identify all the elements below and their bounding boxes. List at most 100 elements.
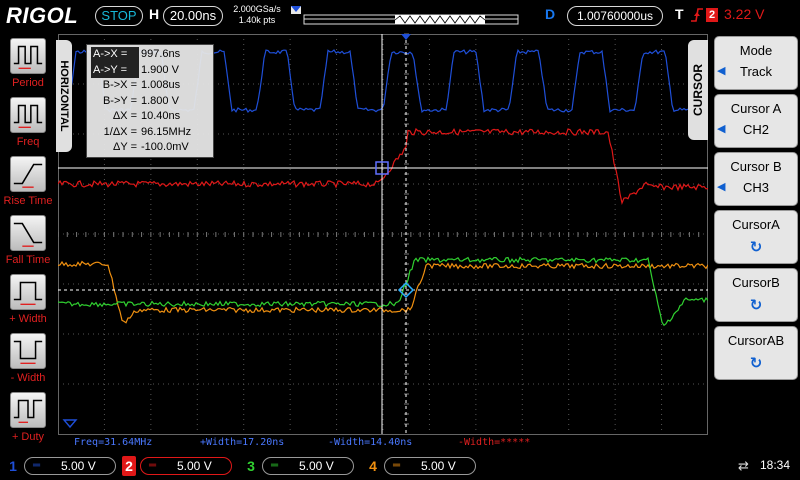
readout-ay-key: A->Y = (91, 62, 139, 78)
channel-3-scale-box: ═ 5.00 V (262, 457, 354, 475)
cursor-b-value: CH3 (742, 180, 769, 195)
cursor-menu: CURSOR Mode ◀ Track Cursor A ◀ CH2 Cursor … (688, 32, 800, 452)
readout-ay-value: 1.900 V (141, 63, 179, 76)
readout-inv-key: 1/ΔX = (103, 125, 137, 138)
channel-2-trace (58, 127, 708, 205)
measure-neg-width-button[interactable]: - Width (2, 331, 54, 387)
readout-row-by: B->Y = 1.800 V (91, 94, 209, 110)
cursor-a-value: CH2 (742, 122, 769, 137)
measure-pos-duty-button[interactable]: + Duty (2, 390, 54, 446)
memory-position-bar[interactable] (290, 4, 520, 26)
measure-freq-result: Freq=31.64MHz (74, 437, 153, 448)
measure-rise-time-label: Rise Time (3, 195, 53, 207)
cursor-mode-value-row: ◀ Track (715, 64, 797, 79)
sample-rate: 2.000GSa/s (233, 4, 281, 14)
readout-dy-key: ΔY = (113, 141, 137, 153)
trigger-label: T (675, 6, 684, 22)
cursor-ab-knob-button[interactable]: CursorAB ↻ (714, 326, 798, 380)
rotate-knob-icon: ↻ (749, 355, 763, 372)
dc-coupling-icon: ═ (271, 460, 279, 471)
horizontal-label: H (149, 6, 160, 22)
readout-dx-value: 10.40ns (141, 110, 181, 122)
waveform-display[interactable] (58, 32, 708, 452)
channel-3-number: 3 (247, 458, 255, 474)
cursor-tab-label: CURSOR (691, 64, 705, 117)
cursor-menu-tab[interactable]: CURSOR (688, 40, 708, 140)
measure-pos-duty-label: + Duty (11, 431, 45, 443)
cursor-a-title: Cursor A (730, 101, 782, 116)
frequency-icon (10, 97, 46, 133)
negative-width-icon (10, 333, 46, 369)
delay-label: D (545, 6, 556, 22)
cursor-b-title: Cursor B (730, 159, 782, 174)
channel-4-number: 4 (369, 458, 377, 474)
clock: 18:34 (760, 458, 791, 472)
cursor-mode-button[interactable]: Mode ◀ Track (714, 36, 798, 90)
rotate-knob-icon: ↻ (749, 239, 763, 256)
top-status-bar: RIGOL STOP H 20.00ns 2.000GSa/s 1.40k pt… (0, 0, 800, 32)
trigger-position-marker (401, 34, 411, 40)
period-icon (10, 38, 46, 74)
readout-row-ax: A->X = 997.6ns (91, 47, 209, 63)
rise-time-icon (10, 156, 46, 192)
run-stop-status[interactable]: STOP (95, 6, 143, 26)
channel-1-scale: 5.00 V (61, 459, 96, 473)
cursor-b-knob-button[interactable]: CursorB ↻ (714, 268, 798, 322)
select-arrow-icon: ◀ (717, 123, 726, 135)
cursor-a-marker (375, 161, 389, 175)
channel-4-trace (58, 260, 708, 324)
readout-row-bx: B->X = 1.008us (91, 78, 209, 94)
cursor-mode-value: Track (739, 64, 773, 79)
cursor-b-source-button[interactable]: Cursor B ◀ CH3 (714, 152, 798, 206)
timebase-value[interactable]: 20.00ns (163, 6, 223, 26)
cursor-b-marker (397, 281, 415, 299)
readout-row-ay: A->Y = 1.900 V (91, 62, 209, 78)
readout-ax-key: A->X = (91, 47, 139, 63)
channel-4-scale-box: ═ 5.00 V (384, 457, 476, 475)
measure-neg-width-label: - Width (10, 372, 46, 384)
dc-coupling-icon: ═ (393, 460, 401, 471)
delay-value[interactable]: 1.00760000us (567, 6, 663, 26)
readout-inv-value: 96.15MHz (141, 125, 192, 138)
graticule (58, 33, 708, 435)
usb-icon: ⇄ (738, 458, 749, 473)
readout-row-inv: 1/ΔX = 96.15MHz (91, 125, 209, 141)
measure-pos-width-button[interactable]: + Width (2, 272, 54, 328)
readout-bx-key: B->X = (102, 79, 137, 91)
cursor-a-knob-button[interactable]: CursorA ↻ (714, 210, 798, 264)
measurement-strip: Freq=31.64MHz +Width=17.20ns -Width=14.4… (58, 436, 708, 450)
cursor-a-source-button[interactable]: Cursor A ◀ CH2 (714, 94, 798, 148)
channel-1-number: 1 (9, 458, 17, 474)
measure-pos-width-result: +Width=17.20ns (200, 437, 285, 448)
measure-fall-time-label: Fall Time (5, 254, 51, 266)
measure-pos-width-label: + Width (9, 313, 47, 325)
channel-4-scale: 5.00 V (421, 459, 456, 473)
channel-2-scale: 5.00 V (177, 459, 212, 473)
rising-edge-icon (691, 8, 703, 22)
offscreen-arrow-icon (62, 419, 78, 429)
trigger-level[interactable]: 3.22 V (724, 6, 765, 22)
measure-menu: Period Freq Rise Time Fall Time + Width (0, 32, 56, 452)
measure-rise-time-button[interactable]: Rise Time (2, 154, 54, 210)
fall-time-icon (10, 215, 46, 251)
horizontal-menu-tab[interactable]: HORIZONTAL (56, 40, 72, 152)
trigger-source-badge: 2 (706, 8, 718, 22)
channel-status-bar: 1 ═ 5.00 V 2 ═ 5.00 V 3 ═ 5.00 V 4 ═ 5.00 V … (0, 452, 800, 480)
measure-fall-time-button[interactable]: Fall Time (2, 213, 54, 269)
memory-depth: 1.40k pts (238, 15, 276, 25)
measure-period-button[interactable]: Period (2, 36, 54, 92)
measure-freq-button[interactable]: Freq (2, 95, 54, 151)
measure-period-label: Period (12, 77, 44, 89)
dc-coupling-icon: ═ (33, 460, 41, 471)
readout-by-value: 1.800 V (141, 94, 179, 107)
readout-ax-value: 997.6ns (141, 48, 181, 60)
channel-3-scale: 5.00 V (299, 459, 334, 473)
channel-1-scale-box: ═ 5.00 V (24, 457, 116, 475)
cursor-b-knob-title: CursorB (732, 275, 780, 290)
readout-dx-key: ΔX = (112, 110, 137, 122)
positive-width-icon (10, 274, 46, 310)
horizontal-tab-label: HORIZONTAL (58, 60, 70, 132)
measure-freq-label: Freq (16, 136, 40, 148)
brand-logo: RIGOL (6, 3, 79, 28)
cursor-a-value-row: ◀ CH2 (715, 122, 797, 137)
